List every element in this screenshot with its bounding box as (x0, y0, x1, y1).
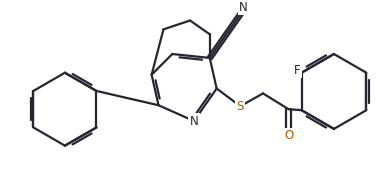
Text: N: N (239, 1, 248, 14)
Text: O: O (284, 129, 293, 142)
Text: S: S (237, 100, 244, 113)
Text: F: F (294, 64, 301, 77)
Text: N: N (190, 115, 198, 127)
